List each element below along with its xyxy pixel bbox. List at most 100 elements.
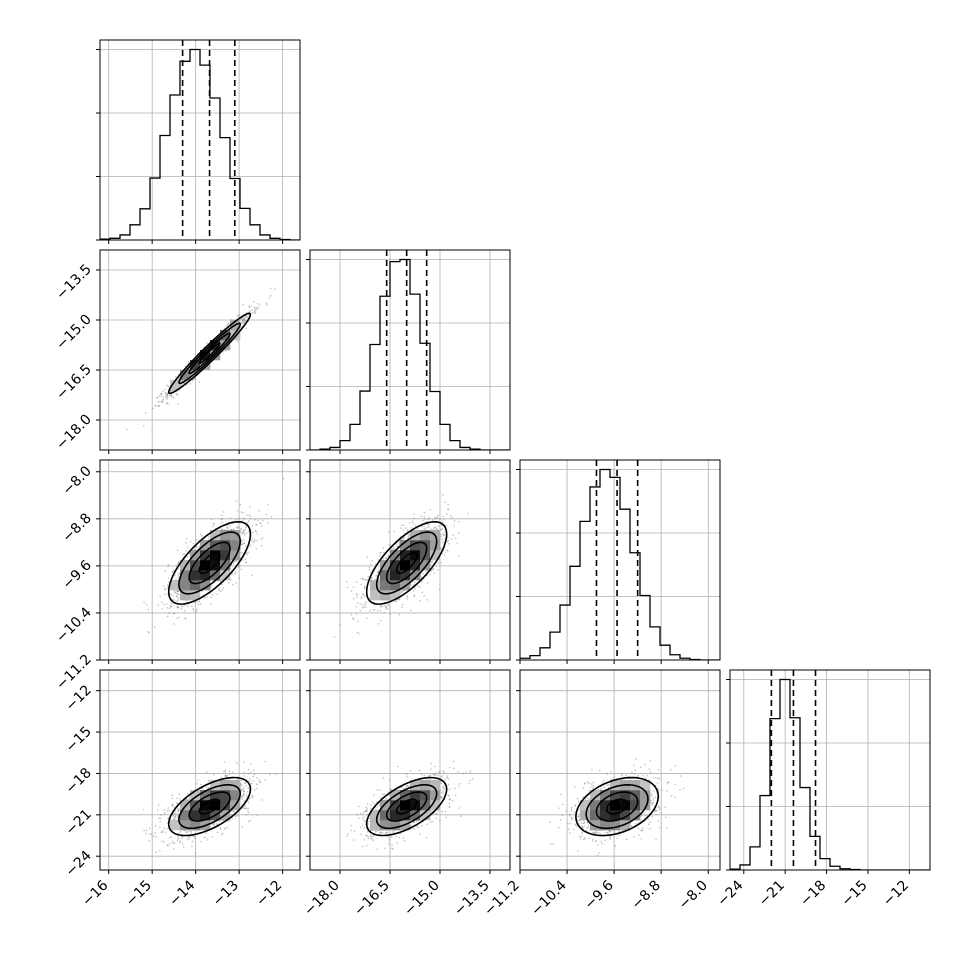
sample-point <box>241 531 244 533</box>
sample-point <box>251 524 254 527</box>
sample-point <box>430 563 432 566</box>
density-cell <box>190 590 201 601</box>
density-cell <box>220 530 231 541</box>
density-cell <box>170 580 181 591</box>
sample-point <box>428 517 431 519</box>
sample-point <box>170 836 173 838</box>
density-cell <box>390 580 401 591</box>
sample-point <box>436 516 438 518</box>
density-cell <box>190 570 201 581</box>
sample-point <box>176 605 179 608</box>
sample-point <box>402 529 405 531</box>
sample-point <box>227 323 229 326</box>
sample-point <box>160 395 162 398</box>
sample-point <box>413 583 415 586</box>
sample-point <box>225 774 227 776</box>
sample-point <box>244 533 246 536</box>
sample-point <box>446 549 449 552</box>
sample-point <box>426 582 429 584</box>
sample-point <box>155 404 157 407</box>
sample-point <box>251 309 254 311</box>
marginal-panel-0 <box>96 39 301 241</box>
sample-point <box>216 593 219 595</box>
sample-point <box>259 781 261 784</box>
sample-point <box>166 606 168 609</box>
sample-point <box>243 791 245 793</box>
sample-point <box>158 400 161 403</box>
sample-point <box>232 528 234 530</box>
sample-point <box>245 561 247 563</box>
sample-point <box>168 842 171 845</box>
sample-point <box>161 607 163 610</box>
sample-point <box>360 577 362 580</box>
density-cell <box>400 540 411 551</box>
density-cell <box>200 550 211 561</box>
sample-point <box>416 527 419 530</box>
sample-point <box>167 394 169 397</box>
density-cell <box>200 560 211 571</box>
sample-point <box>171 598 174 601</box>
density-cell <box>180 570 191 581</box>
sample-point <box>243 518 246 520</box>
sample-point <box>219 819 221 822</box>
sample-point <box>207 537 210 540</box>
sample-point <box>452 534 454 536</box>
sample-point <box>238 577 241 579</box>
sample-point <box>241 543 243 546</box>
sample-point <box>402 537 405 539</box>
sample-point <box>260 538 263 541</box>
sample-point <box>373 609 376 611</box>
density-cell <box>400 570 411 581</box>
sample-point <box>442 515 444 518</box>
sample-point <box>392 546 395 549</box>
sample-point <box>434 526 436 528</box>
sample-point <box>265 513 268 516</box>
histogram-step <box>310 258 510 450</box>
sample-point <box>219 827 222 829</box>
joint-panel-0-2 <box>99 459 301 661</box>
sample-point <box>256 302 259 305</box>
sample-point <box>245 311 248 314</box>
sample-point <box>407 537 410 539</box>
sample-point <box>245 532 248 534</box>
sample-point <box>247 809 249 812</box>
sample-point <box>195 545 198 548</box>
sample-point <box>177 832 180 835</box>
sample-point <box>198 600 200 603</box>
sample-point <box>160 831 163 833</box>
sample-point <box>166 584 169 586</box>
sample-point <box>441 521 444 524</box>
sample-point <box>188 552 191 555</box>
sample-point <box>274 288 276 290</box>
sample-point <box>412 590 415 593</box>
sample-point <box>267 503 270 506</box>
sample-point <box>173 812 176 814</box>
sample-point <box>166 384 169 387</box>
marginal-panel-3 <box>726 669 931 871</box>
sample-point <box>233 528 235 531</box>
sample-point <box>162 396 165 398</box>
sample-point <box>254 519 256 521</box>
sample-point <box>409 583 412 585</box>
sample-point <box>158 404 161 407</box>
density-cell <box>430 540 441 551</box>
sample-point <box>206 839 209 841</box>
sample-point <box>388 604 390 607</box>
sample-point <box>370 563 372 566</box>
sample-point <box>172 813 174 816</box>
panel-frame <box>99 249 301 451</box>
sample-point <box>370 578 372 581</box>
sample-point <box>376 609 379 612</box>
sample-point <box>190 830 192 833</box>
density-cell <box>220 570 231 581</box>
sample-point <box>164 396 167 398</box>
contour-line <box>167 312 252 395</box>
sample-point <box>269 773 271 776</box>
sample-point <box>227 820 230 823</box>
sample-point <box>182 846 185 848</box>
sample-point <box>247 811 250 814</box>
sample-point <box>238 526 240 529</box>
density-cell <box>420 560 431 571</box>
density-cell <box>370 580 381 591</box>
sample-point <box>407 533 410 536</box>
